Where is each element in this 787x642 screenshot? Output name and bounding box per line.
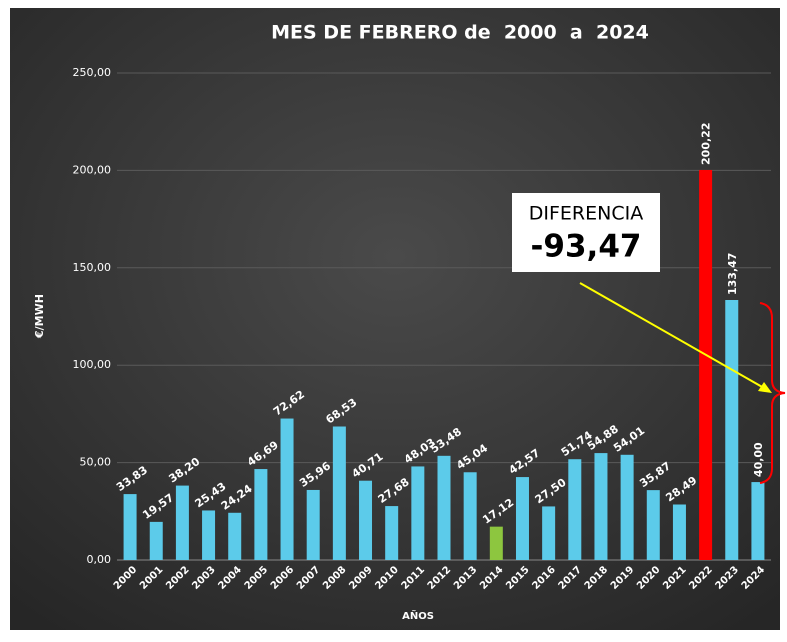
bar bbox=[437, 455, 451, 560]
bar bbox=[489, 526, 503, 560]
bar bbox=[411, 466, 425, 560]
bar bbox=[175, 485, 189, 560]
brace bbox=[759, 302, 786, 484]
y-tick-label: 250,00 bbox=[73, 66, 112, 79]
bar bbox=[463, 472, 477, 560]
x-axis-label: AÑOS bbox=[402, 609, 434, 622]
bar bbox=[672, 504, 686, 560]
y-tick-label: 150,00 bbox=[73, 261, 112, 274]
annotation-box bbox=[512, 193, 660, 272]
bar bbox=[280, 418, 294, 560]
bar bbox=[594, 453, 608, 560]
bar bbox=[646, 490, 660, 560]
bar bbox=[306, 489, 320, 560]
bar bbox=[332, 426, 346, 560]
annotation-text: -93,47 bbox=[531, 229, 642, 265]
annotation-title: DIFERENCIA bbox=[529, 203, 643, 225]
y-axis-label: €/MWH bbox=[33, 294, 46, 339]
bar bbox=[751, 482, 765, 560]
bar bbox=[228, 512, 242, 560]
value-label: 200,22 bbox=[700, 123, 713, 165]
bar bbox=[385, 506, 399, 560]
value-label: 40,00 bbox=[752, 442, 765, 477]
y-tick-label: 50,00 bbox=[80, 456, 112, 469]
bar bbox=[620, 454, 634, 560]
y-tick-label: 200,00 bbox=[73, 163, 112, 176]
bar bbox=[149, 521, 163, 560]
arrow bbox=[579, 282, 765, 389]
chart-title: MES DE FEBRERO de 2000 a 2024 bbox=[271, 22, 649, 44]
y-tick-label: 100,00 bbox=[73, 358, 112, 371]
bar bbox=[254, 469, 268, 560]
bar bbox=[542, 506, 556, 560]
y-tick-label: 0,00 bbox=[87, 553, 112, 566]
bar bbox=[123, 494, 137, 560]
bar bbox=[568, 459, 582, 560]
bar bbox=[202, 510, 216, 560]
bar bbox=[725, 300, 739, 560]
bar bbox=[515, 477, 529, 560]
value-label: 133,47 bbox=[726, 253, 739, 295]
bar bbox=[699, 169, 713, 560]
bar bbox=[359, 480, 373, 560]
arrow-head bbox=[758, 382, 772, 393]
